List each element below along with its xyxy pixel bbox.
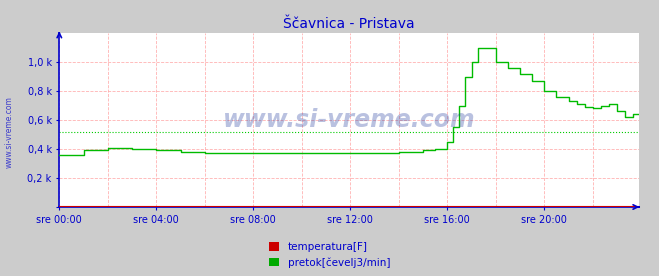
- Text: www.si-vreme.com: www.si-vreme.com: [5, 97, 14, 168]
- Text: www.si-vreme.com: www.si-vreme.com: [223, 108, 476, 132]
- Title: Ščavnica - Pristava: Ščavnica - Pristava: [283, 17, 415, 31]
- Legend: temperatura[F], pretok[čevelj3/min]: temperatura[F], pretok[čevelj3/min]: [266, 239, 393, 271]
